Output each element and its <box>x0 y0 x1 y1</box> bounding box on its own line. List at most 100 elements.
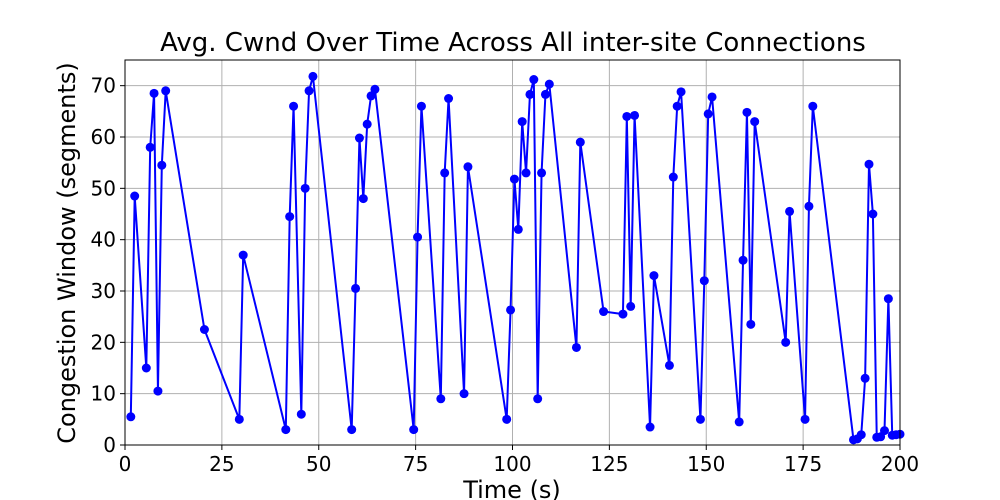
y-axis: 0 10 20 30 40 50 60 70 <box>91 74 125 457</box>
data-point <box>509 174 519 184</box>
x-tick-label: 175 <box>784 452 822 476</box>
data-point <box>238 250 248 260</box>
x-tick-label: 200 <box>881 452 919 476</box>
data-point <box>506 305 516 315</box>
data-point <box>281 425 291 435</box>
data-point <box>153 386 163 396</box>
data-point <box>808 101 818 111</box>
data-point <box>626 301 636 311</box>
data-point <box>746 319 756 329</box>
data-point <box>804 201 814 211</box>
data-point <box>860 373 870 383</box>
data-point <box>880 426 889 436</box>
data-point <box>599 307 609 317</box>
data-point <box>649 271 659 281</box>
data-point <box>630 110 640 120</box>
data-point <box>864 159 874 169</box>
data-point <box>742 107 752 117</box>
data-point <box>234 414 244 424</box>
y-tick-label: 30 <box>91 279 116 303</box>
data-point <box>800 414 810 424</box>
data-point <box>699 276 709 286</box>
data-point <box>141 363 151 373</box>
data-point <box>883 294 893 304</box>
data-point <box>664 360 674 370</box>
x-tick-label: 100 <box>493 452 531 476</box>
y-tick-label: 40 <box>91 228 116 252</box>
x-tick-label: 125 <box>590 452 628 476</box>
data-point <box>161 86 171 96</box>
data-point <box>199 325 209 334</box>
y-tick-label: 60 <box>91 125 116 149</box>
data-point <box>707 92 717 102</box>
data-point <box>145 142 155 152</box>
data-point <box>525 89 535 99</box>
data-point <box>513 224 523 234</box>
data-point <box>366 91 376 101</box>
data-point <box>618 309 628 319</box>
data-point <box>645 422 655 432</box>
x-axis: 0 25 50 75 100 125 150 175 200 <box>119 445 919 476</box>
data-point <box>750 117 760 127</box>
data-point <box>502 414 512 424</box>
x-axis-title: Time (s) <box>462 476 561 500</box>
x-tick-label: 0 <box>119 452 132 476</box>
data-point <box>676 87 686 97</box>
data-point <box>533 394 543 404</box>
data-point <box>544 79 554 89</box>
data-point <box>409 425 419 435</box>
data-point <box>289 101 299 111</box>
data-point <box>130 191 140 201</box>
x-tick-label: 25 <box>209 452 234 476</box>
data-point <box>416 101 426 111</box>
data-point <box>358 194 368 204</box>
data-point <box>444 94 454 103</box>
data-point <box>347 425 357 435</box>
data-point <box>695 414 705 424</box>
data-point <box>575 137 585 147</box>
data-point <box>703 109 713 119</box>
data-point <box>354 133 364 143</box>
y-tick-label: 0 <box>103 433 116 457</box>
y-tick-label: 20 <box>91 330 116 354</box>
y-tick-label: 70 <box>91 74 116 98</box>
data-point <box>308 71 318 81</box>
data-point <box>517 117 527 127</box>
data-point <box>738 255 748 265</box>
data-point <box>463 162 473 172</box>
data-point <box>781 337 791 347</box>
y-tick-label: 50 <box>91 176 116 200</box>
data-point <box>370 84 380 94</box>
chart-title: Avg. Cwnd Over Time Across All inter-sit… <box>160 28 866 58</box>
data-point <box>672 101 682 111</box>
series-layer <box>126 71 905 445</box>
data-point <box>126 412 136 422</box>
data-point <box>868 209 878 219</box>
x-tick-label: 150 <box>687 452 725 476</box>
data-point <box>785 206 795 216</box>
data-point <box>157 160 167 170</box>
data-point <box>856 430 866 440</box>
data-point <box>351 283 361 293</box>
data-point <box>622 111 632 121</box>
data-point <box>440 168 450 178</box>
data-point <box>529 75 539 85</box>
data-point <box>362 119 372 129</box>
data-point <box>304 86 314 96</box>
x-tick-label: 75 <box>403 452 428 476</box>
y-axis-title: Congestion Window (segments) <box>53 62 81 444</box>
data-point <box>537 168 547 178</box>
data-point <box>300 183 310 193</box>
data-point <box>734 417 744 427</box>
data-point <box>413 232 423 242</box>
data-point <box>296 409 306 419</box>
data-point <box>571 342 581 352</box>
data-point <box>459 389 469 399</box>
x-tick-label: 50 <box>306 452 331 476</box>
data-point <box>540 89 550 99</box>
data-point <box>668 172 678 182</box>
data-point <box>521 168 531 178</box>
data-point <box>436 394 446 404</box>
